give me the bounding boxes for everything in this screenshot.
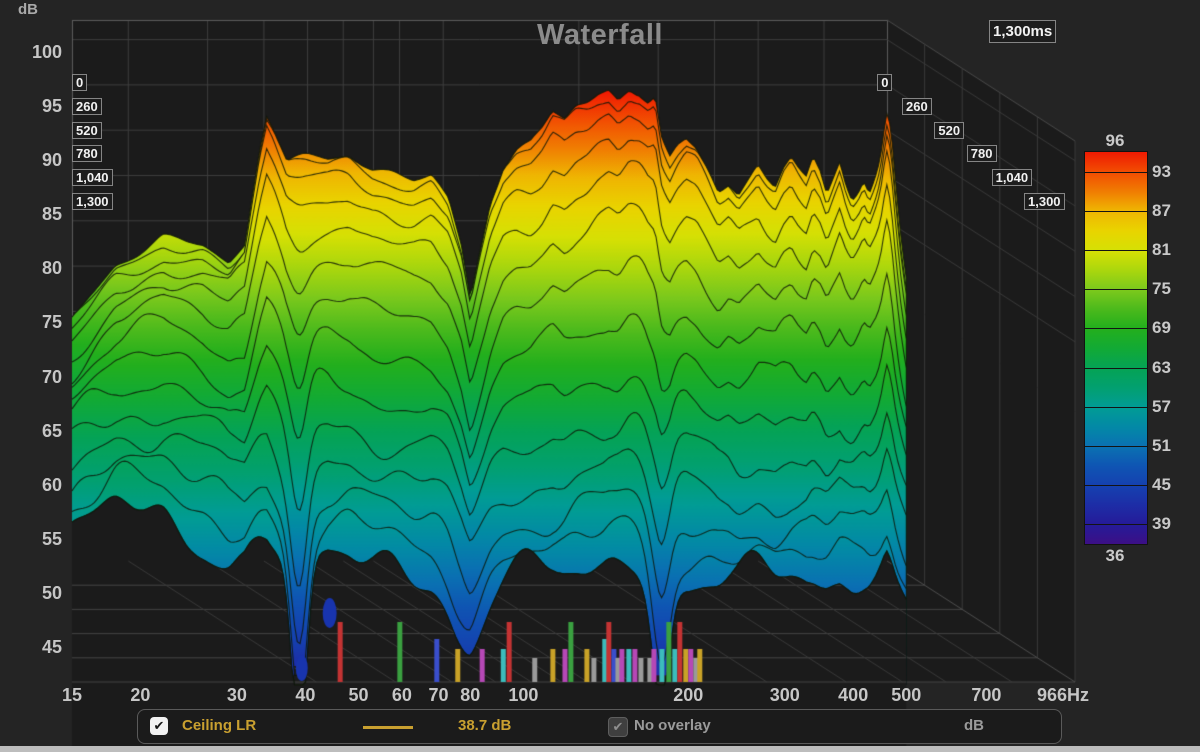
- legend-unit-label: dB: [964, 717, 984, 734]
- colorbar-tick: 81: [1152, 240, 1171, 259]
- colorbar-segment: [1085, 445, 1147, 486]
- y-axis-tick: 80: [41, 258, 62, 279]
- colorbar-segment: [1085, 524, 1147, 544]
- y-axis-tick: 50: [41, 582, 62, 603]
- colorbar-segment: [1085, 249, 1147, 290]
- x-axis-tick: 500: [891, 685, 922, 705]
- colorbar-segment: [1085, 367, 1147, 407]
- colorbar-tick: 93: [1152, 161, 1171, 181]
- y-axis-unit-label: dB: [18, 1, 38, 18]
- x-axis-tick: 20: [130, 685, 151, 705]
- trace-name-label[interactable]: Ceiling LR: [182, 717, 257, 734]
- trace-checkbox[interactable]: ✔: [150, 717, 168, 735]
- x-axis-tick: 100: [508, 685, 539, 705]
- x-axis-tick: 40: [295, 685, 316, 705]
- y-axis-tick: 75: [41, 312, 62, 333]
- x-axis-tick: 30: [226, 685, 247, 705]
- y-axis-tick: 45: [41, 636, 62, 657]
- time-slice-label-right: 1,300: [1024, 193, 1065, 210]
- colorbar-tick: 75: [1152, 279, 1171, 299]
- colorbar-segment: [1085, 485, 1147, 525]
- y-axis-tick: 90: [41, 150, 62, 171]
- time-slice-label-left: 0: [72, 74, 88, 91]
- no-overlay-label[interactable]: No overlay: [634, 717, 711, 734]
- x-axis-tick: 60: [391, 685, 412, 705]
- colorbar-segment: [1085, 289, 1147, 329]
- colorbar-tick: 57: [1152, 396, 1171, 416]
- time-slice-label-left: 260: [72, 97, 102, 115]
- time-slice-label-right: 1,040: [991, 169, 1033, 187]
- colorbar-tick: 39: [1152, 514, 1171, 534]
- time-slice-label-right: 260: [902, 97, 932, 115]
- time-slice-label-right: 520: [934, 121, 965, 139]
- trace-level-value: 38.7 dB: [458, 717, 512, 734]
- colorbar-segment: [1085, 406, 1147, 446]
- page-title: Waterfall: [537, 19, 663, 51]
- time-slice-label-left: 520: [72, 121, 102, 139]
- colorbar-min-label: 36: [1105, 546, 1125, 565]
- colorbar-segment: [1085, 328, 1147, 368]
- colorbar-tick: 69: [1152, 318, 1171, 338]
- x-axis-tick: 400: [838, 685, 869, 705]
- colorbar-tick: 87: [1152, 200, 1171, 220]
- y-axis-tick: 55: [41, 528, 62, 549]
- x-axis-tick: 50: [348, 685, 369, 705]
- time-slice-label-right: 780: [966, 145, 997, 163]
- x-axis-tick: 200: [673, 685, 704, 705]
- y-axis-tick: 95: [41, 96, 62, 117]
- no-overlay-checkbox[interactable]: ✔: [608, 717, 628, 737]
- window-bottom-edge: [0, 746, 1200, 752]
- y-axis-tick: 65: [41, 420, 62, 441]
- time-slice-label-right: 0: [877, 74, 893, 91]
- colorbar-segment: [1085, 210, 1147, 250]
- y-axis-tick: 60: [41, 474, 62, 495]
- time-slice-label-left: 780: [72, 145, 102, 163]
- trace-line-swatch: [363, 726, 413, 729]
- colorbar-tick: 63: [1152, 357, 1171, 377]
- colorbar-tick: 51: [1152, 436, 1171, 455]
- x-axis-tick: 15: [61, 685, 83, 705]
- x-axis-tick: 966Hz: [1036, 685, 1090, 705]
- x-axis-tick: 80: [460, 685, 481, 705]
- y-axis-tick: 70: [41, 366, 62, 387]
- x-axis-tick: 700: [971, 685, 1002, 705]
- time-slice-label-left: 1,300: [72, 193, 113, 210]
- colorbar-segment: [1085, 152, 1147, 172]
- time-slice-label-left: 1,040: [72, 169, 113, 187]
- time-axis-max-label: 1,300ms: [989, 20, 1057, 43]
- colorbar-max-label: 96: [1105, 131, 1125, 150]
- legend-bar: [137, 709, 1062, 744]
- x-axis-tick: 300: [769, 685, 800, 705]
- y-axis-tick: 85: [41, 204, 62, 225]
- y-axis-tick: 100: [31, 42, 62, 62]
- x-axis-tick: 70: [428, 685, 449, 705]
- colorbar-tick: 45: [1152, 475, 1171, 495]
- colorbar-segment: [1085, 171, 1147, 211]
- colorbar: [1084, 151, 1148, 545]
